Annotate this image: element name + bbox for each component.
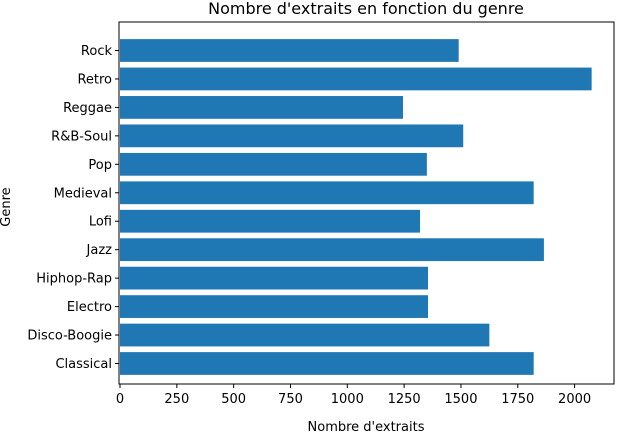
x-ticks-group: 0 250 500 750 1000 1250 1500 1750 2000 — [116, 384, 591, 407]
y-tick-label: Jazz — [86, 243, 113, 258]
x-tick-label: 250 — [164, 392, 189, 407]
bar-r-b-soul — [120, 124, 464, 148]
x-axis-label: Nombre d'extraits — [308, 420, 425, 434]
bar-jazz — [120, 238, 544, 262]
y-ticks-group: Classical Disco-Boogie Electro Hiphop-Rap Ja… — [27, 44, 119, 372]
bar-electro — [120, 295, 428, 318]
chart-title: Nombre d'extraits en fonction du genre — [208, 0, 524, 18]
bar-disco-boogie — [120, 323, 490, 347]
bar-reggae — [120, 96, 403, 119]
x-tick-label: 1000 — [331, 392, 364, 407]
x-tick-label: 750 — [278, 392, 303, 407]
y-tick-label: Classical — [55, 357, 112, 372]
bar-pop — [120, 152, 427, 176]
x-tick-label: 2000 — [558, 392, 591, 407]
x-tick-label: 500 — [221, 392, 246, 407]
y-tick-label: Pop — [88, 158, 112, 173]
bars-group — [120, 39, 592, 375]
y-tick-label: Hiphop-Rap — [36, 272, 112, 287]
y-tick-label: Disco-Boogie — [27, 329, 112, 344]
bar-lofi — [120, 209, 421, 233]
x-tick-label: 1250 — [388, 392, 421, 407]
bar-medieval — [120, 181, 534, 205]
bar-hiphop-rap — [120, 266, 428, 290]
y-tick-label: Medieval — [54, 186, 112, 201]
x-tick-label: 0 — [116, 392, 124, 407]
bar-rock — [120, 39, 459, 62]
y-tick-label: Reggae — [63, 101, 112, 116]
bar-retro — [120, 67, 592, 91]
y-axis-label: Genre — [0, 187, 14, 226]
y-tick-label: Electro — [67, 300, 112, 315]
plot-frame — [118, 21, 615, 385]
x-tick-label: 1500 — [444, 392, 477, 407]
y-tick-label: Rock — [81, 44, 113, 59]
x-tick-label: 1750 — [501, 392, 534, 407]
y-tick-label: Lofi — [89, 215, 112, 230]
y-tick-label: Retro — [77, 72, 112, 87]
bar-classical — [120, 352, 534, 375]
y-tick-label: R&B-Soul — [51, 129, 112, 144]
